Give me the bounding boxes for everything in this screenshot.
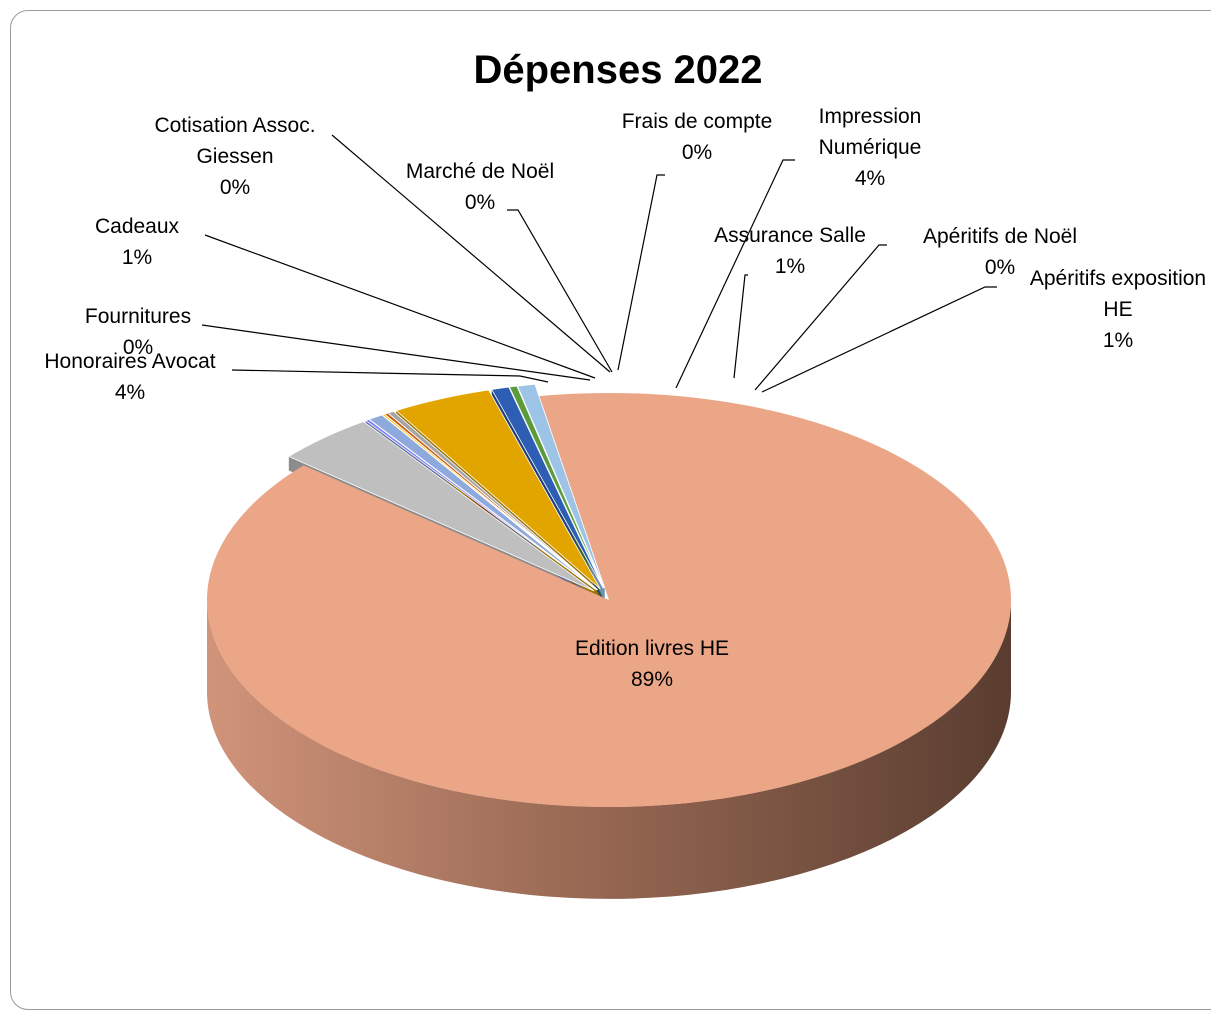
- leader-line-7: [675, 159, 795, 389]
- leader-line-6: [617, 174, 665, 371]
- slice-8: [491, 386, 604, 589]
- slice-side-0: [207, 600, 1011, 899]
- slice-percent: 89%: [631, 668, 673, 691]
- slice-name: Numérique: [819, 136, 922, 159]
- slice-9: [508, 385, 605, 589]
- slice-7: [395, 389, 601, 590]
- pie-chart: Dépenses 2022 Edition livres HE 89% Honora…: [44, 48, 1206, 899]
- slice-label-2: Fournitures 0%: [85, 305, 191, 359]
- slice-percent: 0%: [220, 176, 250, 199]
- slice-percent: 1%: [122, 246, 152, 269]
- slice-label-1: Honoraires Avocat 4%: [44, 350, 215, 404]
- slice-name: Frais de compte: [622, 110, 773, 133]
- leader-line-2: [201, 324, 591, 381]
- slice-label-6: Frais de compte 0%: [622, 110, 773, 164]
- slice-0: [206, 393, 1011, 807]
- slice-label-7: Impression Numérique 4%: [819, 105, 922, 190]
- slice-percent: 0%: [682, 141, 712, 164]
- leader-line-1: [231, 369, 549, 383]
- slice-name: Cotisation Assoc.: [154, 114, 315, 137]
- slice-percent: 0%: [465, 191, 495, 214]
- slice-name: Assurance Salle: [714, 224, 866, 247]
- slice-name: Apéritifs de Noël: [923, 225, 1077, 248]
- leader-line-4: [331, 134, 611, 373]
- slice-percent: 1%: [1103, 329, 1133, 352]
- slice-1: [287, 421, 595, 592]
- pie-top-layer: [206, 383, 1011, 807]
- slice-label-10: Apéritifs exposition HE 1%: [1030, 267, 1206, 352]
- slice-percent: 4%: [115, 381, 145, 404]
- leader-lines: [201, 134, 997, 393]
- slice-name: Marché de Noël: [406, 160, 554, 183]
- slice-label-9: Apéritifs de Noël 0%: [923, 225, 1077, 279]
- slice-label-5: Marché de Noël 0%: [406, 160, 554, 214]
- leader-line-9: [754, 244, 887, 391]
- leader-line-3: [204, 234, 596, 379]
- slice-name: Edition livres HE: [575, 637, 729, 660]
- slice-10: [516, 383, 606, 589]
- slice-name: Honoraires Avocat: [44, 350, 215, 373]
- slice-label-8: Assurance Salle 1%: [714, 224, 866, 278]
- slice-name: Apéritifs exposition: [1030, 267, 1206, 290]
- slice-name: Cadeaux: [95, 215, 180, 238]
- leader-line-10: [761, 286, 997, 393]
- slice-6: [387, 410, 598, 590]
- slice-name: HE: [1103, 298, 1132, 321]
- slice-name: Fournitures: [85, 305, 191, 328]
- slice-percent: 4%: [855, 167, 885, 190]
- slice-labels: Edition livres HE 89% Honoraires Avocat 4% F…: [44, 105, 1206, 691]
- slice-label-4: Cotisation Assoc. Giessen 0%: [154, 114, 315, 199]
- leader-line-5: [507, 209, 613, 373]
- leader-line-8: [733, 274, 748, 379]
- slice-percent: 1%: [775, 255, 805, 278]
- slice-label-0: Edition livres HE 89%: [575, 637, 729, 691]
- slice-name: Giessen: [196, 145, 273, 168]
- slice-percent: 0%: [985, 256, 1015, 279]
- slice-label-3: Cadeaux 1%: [95, 215, 180, 269]
- slice-name: Impression: [819, 105, 922, 128]
- chart-title: Dépenses 2022: [473, 48, 762, 92]
- slice-percent: 0%: [123, 336, 153, 359]
